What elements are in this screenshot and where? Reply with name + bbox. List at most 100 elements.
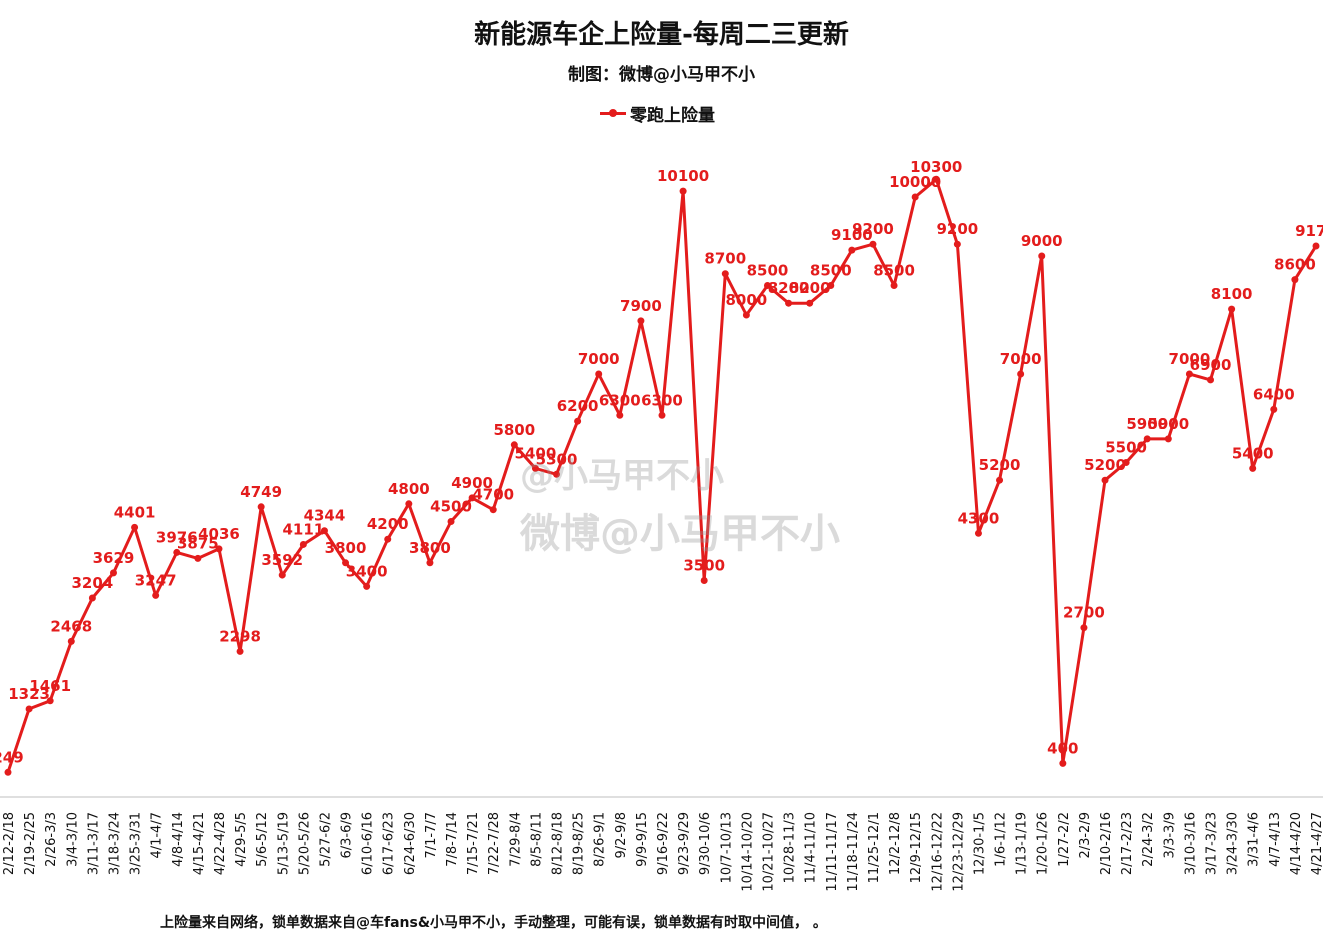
x-tick-label: 4/29-5/5 — [234, 812, 249, 867]
data-label: 7000 — [1169, 350, 1211, 368]
data-point — [679, 187, 687, 195]
x-tick-label: 6/3-6/9 — [340, 812, 355, 859]
data-label: 3629 — [93, 549, 135, 567]
data-point — [320, 527, 328, 535]
chart-title: 新能源车企上险量-每周二三更新 — [474, 20, 849, 50]
data-point — [1101, 476, 1109, 484]
x-tick-label: 3/3-3/9 — [1162, 812, 1177, 859]
data-point — [173, 548, 181, 556]
x-tick-label: 5/20-5/26 — [297, 812, 312, 875]
data-point — [4, 768, 12, 776]
legend-series-label: 零跑上险量 — [630, 105, 715, 126]
data-label: 4344 — [304, 507, 346, 525]
x-tick-label: 2/3-2/9 — [1078, 812, 1093, 859]
x-tick-label: 3/24-3/30 — [1226, 812, 1241, 875]
x-tick-label: 12/23-12/29 — [951, 812, 966, 892]
data-point — [996, 476, 1004, 484]
data-label: 5900 — [1147, 415, 1189, 433]
data-label: 9200 — [852, 220, 894, 238]
data-label: 2468 — [50, 617, 92, 635]
data-point — [384, 535, 392, 543]
x-tick-label: 7/1-7/7 — [424, 812, 439, 859]
data-point — [1207, 376, 1215, 384]
x-tick-label: 2/17-2/23 — [1120, 812, 1135, 875]
data-point — [1270, 405, 1278, 413]
x-tick-label: 12/30-1/5 — [972, 812, 987, 875]
data-label: 3875 — [177, 534, 219, 552]
data-point — [742, 311, 750, 319]
x-tick-label: 8/26-9/1 — [593, 812, 608, 867]
x-tick-label: 2/24-3/2 — [1141, 812, 1156, 867]
x-tick-label: 10/28-11/3 — [783, 812, 798, 883]
x-tick-label: 3/18-3/24 — [107, 812, 122, 875]
data-point — [721, 270, 729, 278]
data-point — [25, 705, 33, 713]
x-tick-label: 2/26-3/3 — [44, 812, 59, 867]
x-tick-label: 6/17-6/23 — [382, 812, 397, 875]
x-tick-label: 12/9-12/15 — [909, 812, 924, 883]
data-label: 8500 — [747, 262, 789, 280]
x-tick-label: 3/31-4/6 — [1247, 812, 1262, 867]
x-tick-label: 4/14-4/20 — [1289, 812, 1304, 875]
x-tick-label: 4/21-4/27 — [1310, 812, 1323, 875]
data-label: 9200 — [936, 220, 978, 238]
data-label: 8600 — [1274, 256, 1316, 274]
data-point — [1164, 435, 1172, 443]
data-label: 7000 — [578, 350, 620, 368]
data-label: 9000 — [1021, 232, 1063, 250]
data-point — [1312, 242, 1320, 250]
x-tick-label: 3/11-3/17 — [86, 812, 101, 875]
data-label: 5400 — [1232, 444, 1274, 462]
data-point — [1291, 276, 1299, 284]
data-point — [447, 518, 455, 525]
data-point — [152, 591, 160, 599]
data-point — [1059, 759, 1067, 767]
data-point — [974, 529, 982, 537]
x-tick-label: 11/25-12/1 — [867, 812, 882, 883]
data-point — [299, 540, 307, 548]
data-label: 4200 — [367, 515, 409, 533]
x-tick-label: 12/2-12/8 — [888, 812, 903, 875]
watermark: @小马甲不小 微博@小马甲不小 — [520, 448, 840, 559]
x-tick-label: 10/21-10/27 — [761, 812, 776, 892]
data-point — [890, 282, 898, 289]
data-point — [426, 559, 434, 567]
x-tick-label: 7/22-7/28 — [487, 812, 502, 875]
data-point — [363, 582, 371, 590]
data-point — [1038, 252, 1046, 260]
x-tick-label: 10/7-10/13 — [719, 812, 734, 883]
x-tick-label: 7/15-7/21 — [466, 812, 481, 875]
data-point — [194, 554, 202, 562]
x-tick-label: 9/9-9/15 — [635, 812, 650, 867]
data-point — [1185, 370, 1193, 378]
watermark-line-1: @小马甲不小 — [520, 456, 724, 496]
x-tick-label: 12/16-12/22 — [930, 812, 945, 892]
x-tick-label: 1/20-1/26 — [1036, 812, 1051, 875]
footer-note: 上险量来自网络，锁单数据来自@车fans&小马甲不小，手动整理，可能有误，锁单数… — [160, 915, 827, 931]
data-point — [574, 417, 582, 425]
data-label: 1461 — [29, 677, 71, 695]
x-tick-label: 2/10-2/16 — [1099, 812, 1114, 875]
data-label: 7900 — [620, 297, 662, 315]
data-label: 4401 — [114, 503, 156, 521]
x-tick-label: 3/17-3/23 — [1205, 812, 1220, 875]
watermark-line-2: 微博@小马甲不小 — [520, 511, 840, 557]
x-tick-label: 5/6-5/12 — [255, 812, 270, 867]
data-label: 5200 — [1084, 456, 1126, 474]
data-label: 8500 — [810, 262, 852, 280]
data-label: 9100 — [831, 226, 873, 244]
data-label: 8200 — [789, 279, 831, 297]
data-point — [88, 594, 96, 602]
data-label: 3592 — [261, 551, 303, 569]
data-point — [1017, 370, 1025, 378]
data-point — [700, 577, 708, 584]
data-label: 3800 — [325, 539, 367, 557]
x-tick-label: 8/5-8/11 — [529, 812, 544, 867]
data-label: 9170 — [1295, 222, 1323, 240]
data-label: 4700 — [472, 486, 514, 504]
data-label: 4111 — [282, 520, 324, 538]
data-point — [658, 411, 666, 419]
x-tick-label: 8/19-8/25 — [572, 812, 587, 875]
x-tick-label: 4/7-4/13 — [1268, 812, 1283, 867]
